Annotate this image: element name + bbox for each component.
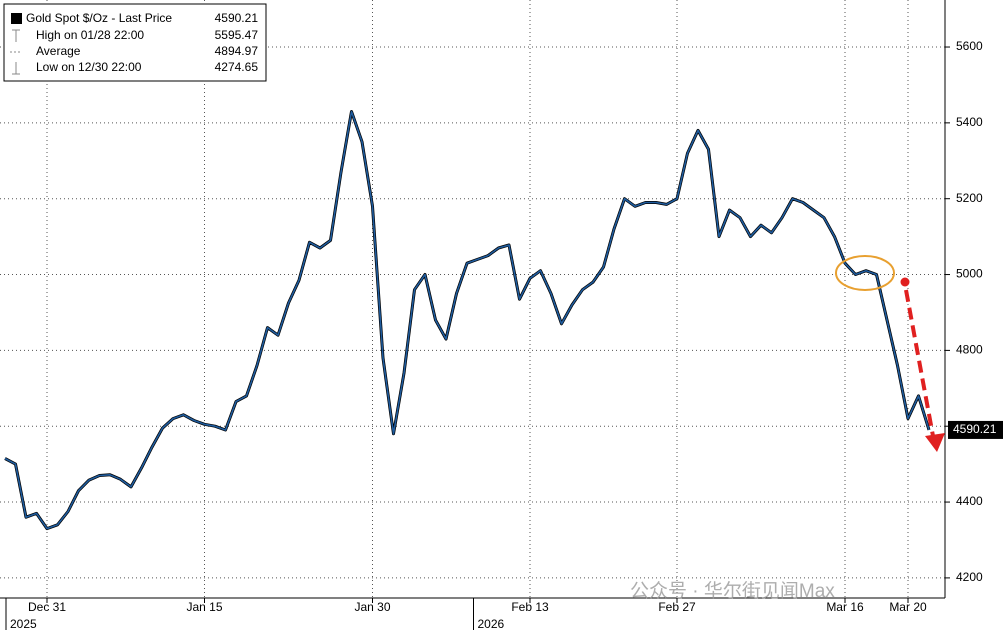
year-label: 2026 [478, 617, 505, 630]
arrow-start [900, 277, 910, 287]
x-tick-label: Feb 13 [511, 600, 549, 614]
y-tick-label: 5200 [956, 191, 983, 205]
legend-value: 4590.21 [215, 11, 259, 25]
line-shadow [4, 110, 931, 531]
legend-value: 4274.65 [215, 60, 259, 74]
legend-value: 5595.47 [215, 28, 259, 42]
legend-icon [11, 13, 22, 24]
y-tick-label: 5400 [956, 115, 983, 129]
watermark: 公众号 · 华尔街见闻Max [630, 580, 835, 602]
legend-label: Average [36, 44, 81, 58]
x-tick-label: Mar 16 [826, 600, 864, 614]
legend-label: Gold Spot $/Oz - Last Price [26, 11, 172, 25]
trend-arrow [904, 289, 935, 437]
year-label: 2025 [10, 617, 37, 630]
legend-label: High on 01/28 22:00 [36, 28, 144, 42]
arrow-head [925, 433, 945, 452]
x-tick-label: Jan 30 [354, 600, 390, 614]
price-tag-label: 4590.21 [953, 422, 997, 436]
series-line [4, 110, 930, 530]
legend-label: Low on 12/30 22:00 [36, 60, 142, 74]
x-tick-label: Feb 27 [658, 600, 696, 614]
y-tick-label: 4200 [956, 570, 983, 584]
y-tick-label: 5000 [956, 267, 983, 281]
x-tick-label: Dec 31 [28, 600, 66, 614]
highlight-ellipse [835, 255, 895, 291]
x-tick-label: Mar 20 [889, 600, 927, 614]
plot-area [0, 0, 945, 598]
x-tick-label: Jan 15 [186, 600, 222, 614]
y-tick-label: 5600 [956, 39, 983, 53]
y-tick-label: 4400 [956, 494, 983, 508]
legend-value: 4894.97 [215, 44, 259, 58]
legend: Gold Spot $/Oz - Last Price 4590.21 High… [3, 3, 267, 82]
price-tag [948, 420, 1003, 439]
y-tick-label: 4800 [956, 343, 983, 357]
legend-box [3, 3, 267, 82]
